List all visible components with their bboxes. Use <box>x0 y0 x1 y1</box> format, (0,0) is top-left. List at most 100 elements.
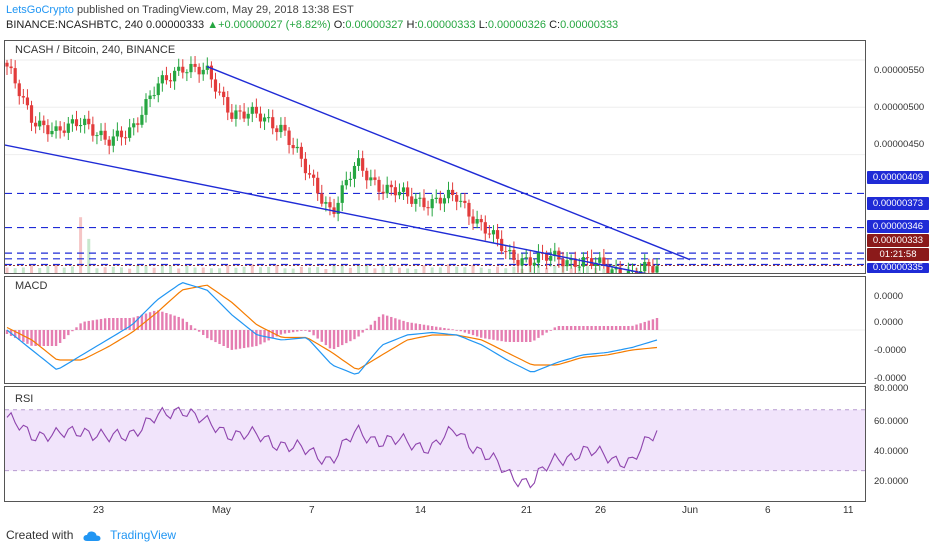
candle-body <box>307 173 312 175</box>
time-tick: 23 <box>93 505 105 516</box>
tradingview-link[interactable]: TradingView <box>110 528 177 542</box>
candle-body <box>401 187 406 192</box>
candle-body <box>62 130 66 133</box>
candle-body <box>557 250 561 260</box>
candle-body <box>414 198 418 204</box>
volume-bar <box>275 264 279 273</box>
macd-histogram-bar <box>271 330 274 339</box>
macd-histogram-bar <box>582 326 585 330</box>
price-plot[interactable] <box>5 41 865 273</box>
candle-body <box>230 112 234 119</box>
macd-histogram-bar <box>369 324 373 330</box>
price-pane-title: NCASH / Bitcoin, 240, BINANCE <box>15 44 176 56</box>
level-badge: 0.00000346 <box>867 220 929 233</box>
candle-body <box>144 99 148 115</box>
macd-histogram-bar <box>385 315 389 330</box>
macd-histogram-bar <box>553 327 556 330</box>
macd-histogram-bar <box>635 324 638 330</box>
macd-histogram-bar <box>606 326 610 330</box>
candle-body <box>393 187 397 196</box>
candle-body <box>222 91 226 98</box>
macd-histogram-bar <box>422 324 426 330</box>
macd-histogram-bar <box>602 326 606 330</box>
symbol-label: BINANCE:NCASHBTC, 240 <box>6 19 143 31</box>
macd-histogram-bar <box>598 326 601 330</box>
candle-body <box>250 106 254 114</box>
macd-tick: 0.0000 <box>874 317 904 328</box>
macd-histogram-bar <box>418 324 422 330</box>
candle-body <box>422 197 426 208</box>
macd-histogram-bar <box>30 330 33 346</box>
macd-plot[interactable] <box>5 277 865 383</box>
open-value: 0.00000327 <box>345 19 404 31</box>
time-axis[interactable]: 23 May 7 14 21 26 Jun 6 11 <box>4 502 866 520</box>
candle-body <box>450 189 455 196</box>
macd-histogram-bar <box>255 330 258 347</box>
candle-body <box>111 136 115 146</box>
macd-histogram-bar <box>246 330 250 348</box>
volume-bar <box>152 267 156 273</box>
macd-histogram-bar <box>475 330 479 337</box>
macd-histogram-bar <box>34 330 37 346</box>
macd-pane[interactable]: MACD <box>4 276 866 384</box>
volume-bar <box>291 268 295 273</box>
volume-bar <box>185 266 189 273</box>
macd-histogram-bar <box>87 320 90 330</box>
candle-body <box>344 179 348 186</box>
close-label: C: <box>549 19 561 31</box>
volume-bar <box>308 267 312 273</box>
macd-histogram-bar <box>42 330 45 346</box>
rsi-band <box>5 409 865 471</box>
candle-body <box>78 125 83 127</box>
rsi-pane[interactable]: RSI <box>4 386 866 502</box>
time-tick: 26 <box>595 505 607 516</box>
rsi-pane-title: RSI <box>15 393 34 405</box>
macd-histogram-bar <box>557 326 561 330</box>
candle-body <box>66 123 70 133</box>
volume-bar <box>430 267 434 273</box>
macd-histogram-bar <box>614 326 618 330</box>
volume-bar <box>87 238 91 273</box>
author-link[interactable]: LetsGoCrypto <box>6 4 74 16</box>
macd-histogram-bar <box>275 330 279 337</box>
macd-histogram-bar <box>430 326 434 330</box>
price-axis[interactable]: 0.00000550 0.00000500 0.00000450 0.00000… <box>866 40 932 274</box>
candle-body <box>99 130 103 136</box>
candle-body <box>430 199 434 209</box>
macd-histogram-bar <box>214 330 217 343</box>
candle-body <box>181 66 185 73</box>
macd-histogram-bar <box>631 325 634 330</box>
candle-body <box>189 63 193 73</box>
candle-body <box>177 66 181 71</box>
rsi-tick: 20.0000 <box>874 476 909 487</box>
low-label: L: <box>478 19 488 31</box>
macd-histogram-bar <box>91 320 95 330</box>
macd-histogram-bar <box>578 326 581 330</box>
open-label: O: <box>333 19 346 31</box>
candle-body <box>442 198 447 204</box>
macd-histogram-bar <box>353 330 356 340</box>
candle-body <box>487 233 491 235</box>
volume-bar <box>201 267 205 273</box>
candle-body <box>254 106 258 114</box>
candle-body <box>495 230 500 239</box>
candle-body <box>267 117 271 119</box>
volume-bar <box>463 267 467 273</box>
rsi-axis[interactable]: 80.0000 60.0000 40.0000 20.0000 <box>866 383 932 502</box>
candle-body <box>291 145 295 149</box>
price-pane[interactable]: NCASH / Bitcoin, 240, BINANCE <box>4 40 866 274</box>
candle-body <box>651 266 655 273</box>
macd-axis[interactable]: 0.0000 0.0000 -0.0000 -0.0000 <box>866 276 932 384</box>
candle-body <box>54 126 58 131</box>
macd-histogram-bar <box>610 326 614 330</box>
candle-body <box>373 177 377 180</box>
rsi-plot[interactable] <box>5 387 865 501</box>
candle-body <box>528 257 532 266</box>
candle-body <box>434 197 438 200</box>
macd-histogram-bar <box>38 330 41 346</box>
candle-body <box>536 252 541 263</box>
volume-bar <box>496 266 500 273</box>
candle-body <box>193 63 197 67</box>
macd-histogram-bar <box>586 326 589 330</box>
macd-histogram-bar <box>451 329 454 331</box>
